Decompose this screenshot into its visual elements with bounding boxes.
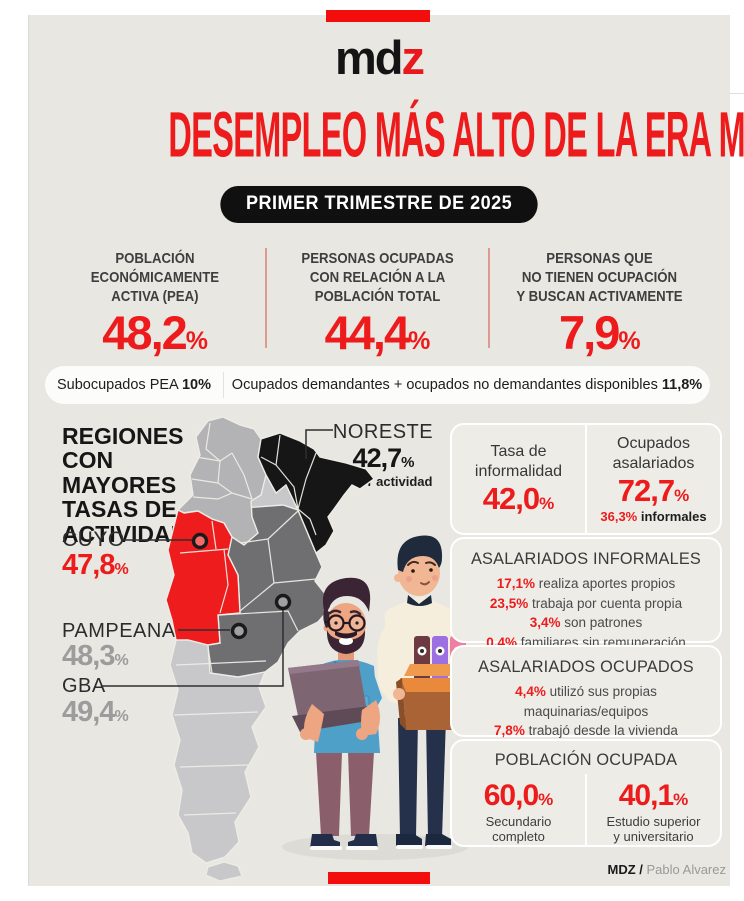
employed-population-title: POBLACIÓN OCUPADA — [494, 750, 678, 769]
stat-pea: POBLACIÓN ECONÓMICAMENTE ACTIVA (PEA) 48… — [45, 246, 265, 356]
informal-salaried-items: 17,1% realiza aportes propios 23,5% trab… — [486, 576, 686, 650]
key-stats-row: POBLACIÓN ECONÓMICAMENTE ACTIVA (PEA) 48… — [45, 246, 710, 356]
info-panel: Tasa de informalidad 42,0% Ocupados asal… — [450, 423, 722, 847]
subocupados-cell: Subocupados PEA 10% — [57, 377, 211, 393]
employed-salaried-items: 4,4% utilizó sus propias maquinarias/equ… — [494, 684, 678, 739]
regions-heading: REGIONES CON MAYORES TASAS DE ACTIVIDAD — [62, 423, 188, 547]
box-divider — [585, 425, 587, 533]
stat-pea-value: 48,2% — [102, 306, 209, 360]
informality-value: 42,0% — [482, 481, 555, 517]
employed-salaried-box: ASALARIADOS OCUPADOS 4,4% utilizó sus pr… — [450, 645, 722, 738]
box-divider — [585, 774, 587, 846]
secondary-stats-bar: Subocupados PEA 10% Ocupados demandantes… — [45, 366, 710, 404]
salaried-informal-sub: 36,3% informales — [600, 508, 707, 524]
region-value-pampeana: 48,3% — [62, 640, 129, 672]
employed-salaried-title: ASALARIADOS OCUPADOS — [478, 657, 694, 676]
stat-desocupacion-label: PERSONAS QUE NO TIENEN OCUPACIÓN Y BUSCA… — [516, 250, 683, 305]
stat-divider — [487, 248, 490, 348]
mdz-logo-red-part: z — [401, 31, 425, 84]
informal-salaried-box: ASALARIADOS INFORMALES 17,1% realiza apo… — [450, 537, 722, 650]
stat-divider — [265, 248, 268, 348]
page-edge-line — [730, 93, 744, 94]
mdz-logo: mdz — [28, 34, 730, 81]
region-callout-noreste: NORESTE 42,7% Menor actividad — [325, 421, 441, 489]
bottom-red-bar — [328, 872, 430, 884]
worker-with-laptop — [288, 577, 382, 850]
stat-ocupadas: PERSONAS OCUPADAS CON RELACIÓN A LA POBL… — [267, 246, 487, 356]
secondary-education-cell: 60,0% Secundario completo — [483, 779, 554, 845]
salaried-cell: Ocupados asalariados 72,7% 36,3% informa… — [600, 435, 707, 524]
informality-cell: Tasa de informalidad 42,0% — [474, 443, 563, 517]
informality-box: Tasa de informalidad 42,0% Ocupados asal… — [450, 423, 722, 535]
map-region-tierra-del-fuego — [205, 861, 243, 882]
higher-education-cell: 40,1% Estudio superior y universitario — [606, 779, 701, 845]
stat-desocupacion-value: 7,9% — [559, 306, 641, 360]
stat-desocupacion: PERSONAS QUE NO TIENEN OCUPACIÓN Y BUSCA… — [490, 246, 710, 356]
region-label-gba: GBA — [62, 675, 106, 697]
informal-salaried-title: ASALARIADOS INFORMALES — [470, 549, 702, 568]
period-badge-wrap: PRIMER TRIMESTRE DE 2025 — [28, 186, 730, 223]
region-label-noreste: NORESTE — [332, 421, 434, 443]
mdz-logo-black-part: md — [335, 31, 403, 84]
salaried-value: 72,7% — [617, 473, 690, 509]
stat-ocupadas-value: 44,4% — [324, 306, 431, 360]
employed-population-box: POBLACIÓN OCUPADA 60,0% Secundario compl… — [450, 739, 722, 847]
period-badge: PRIMER TRIMESTRE DE 2025 — [220, 186, 538, 223]
workers-illustration — [282, 535, 482, 860]
demandantes-cell: Ocupados demandantes + ocupados no deman… — [231, 377, 703, 393]
author-credit: MDZ / Pablo Alvarez — [607, 862, 726, 877]
region-value-gba: 49,4% — [62, 696, 129, 728]
stat-ocupadas-label: PERSONAS OCUPADAS CON RELACIÓN A LA POBL… — [301, 250, 454, 305]
sub-bar-divider — [223, 372, 224, 398]
region-value-cuyo: 47,8% — [62, 549, 129, 581]
map-region-noroeste — [176, 416, 267, 546]
top-red-bar — [326, 10, 430, 22]
page-title: DESEMPLEO MÁS ALTO DE LA ERA MILEI — [168, 99, 744, 171]
stat-pea-label: POBLACIÓN ECONÓMICAMENTE ACTIVA (PEA) — [90, 250, 220, 305]
region-label-cuyo: CUYO — [62, 528, 125, 551]
